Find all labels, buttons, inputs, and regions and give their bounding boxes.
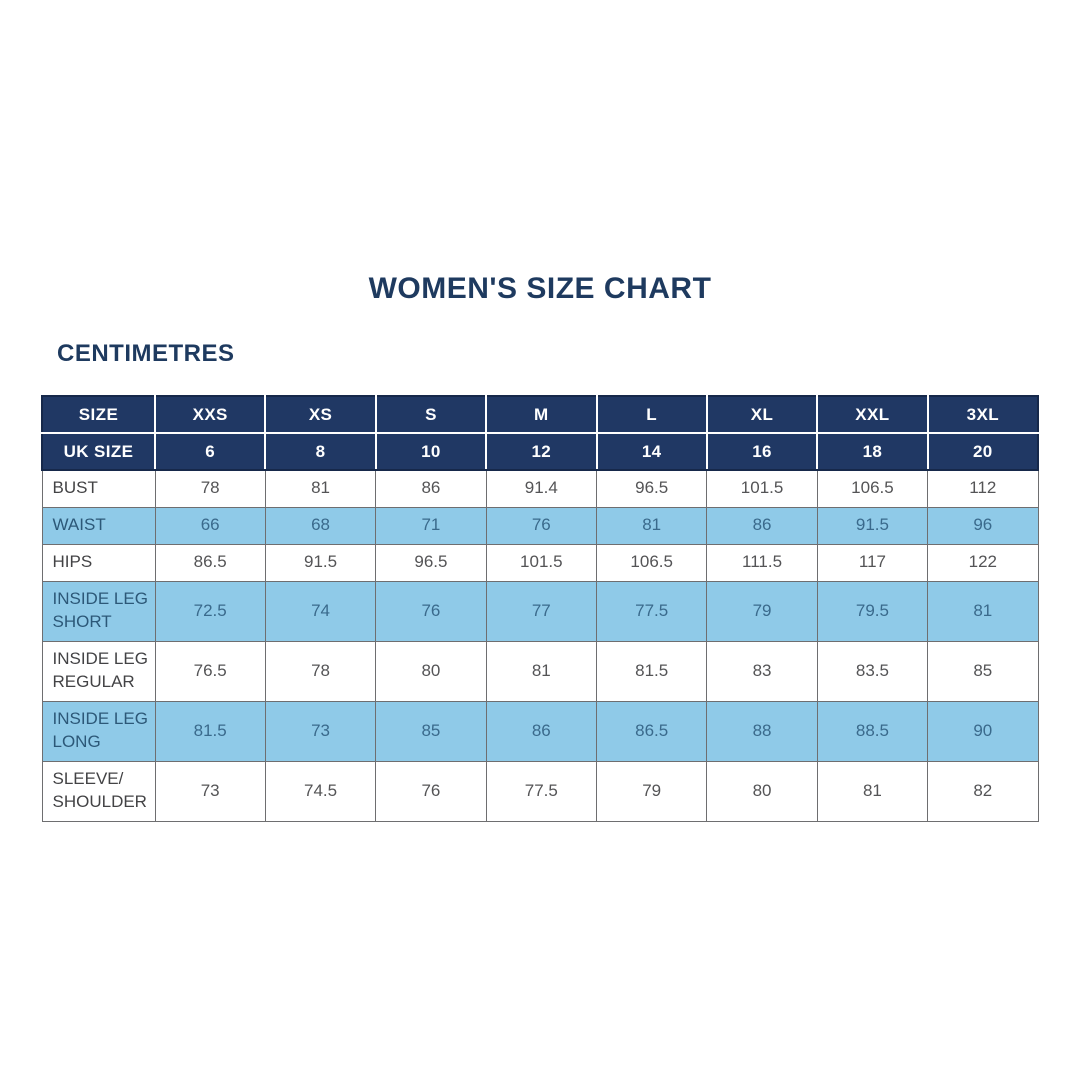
table-cell: 101.5	[485, 543, 598, 582]
table-cell: 86	[485, 700, 598, 762]
table-row-hips: HIPS 86.5 91.5 96.5 101.5 106.5 111.5 11…	[41, 543, 1039, 582]
table-cell: 111.5	[706, 543, 818, 582]
size-header-row: SIZE XXS XS S M L XL XXL 3XL	[41, 395, 1040, 434]
table-cell: 81	[816, 760, 929, 822]
uk-size-col-header: 8	[264, 432, 377, 471]
size-col-header: XXL	[816, 395, 929, 434]
table-cell: 91.5	[264, 543, 377, 582]
size-col-header: XL	[705, 395, 819, 434]
table-cell: 73	[264, 700, 377, 762]
table-cell: 83	[706, 640, 818, 702]
table-cell: 91.4	[485, 469, 598, 508]
size-table: SIZE XXS XS S M L XL XXL 3XL UK SIZE 6 8…	[41, 395, 1040, 822]
table-cell: 81.5	[154, 700, 266, 762]
table-cell: 77.5	[595, 580, 708, 642]
table-cell: 80	[375, 640, 487, 702]
table-cell: 80	[706, 760, 818, 822]
size-col-header: XS	[264, 395, 377, 434]
table-cell: 81	[595, 506, 708, 545]
table-cell: 81	[927, 580, 1039, 642]
table-cell: 86	[706, 506, 818, 545]
row-label: INSIDE LEG REGULAR	[41, 640, 156, 702]
table-cell: 86	[375, 469, 487, 508]
size-col-header: S	[374, 395, 488, 434]
uk-size-col-header: 10	[374, 432, 488, 471]
row-label: INSIDE LEG LONG	[41, 700, 156, 762]
table-cell: 96	[927, 506, 1039, 545]
uk-size-header-row: UK SIZE 6 8 10 12 14 16 18 20	[41, 432, 1040, 471]
row-label: WAIST	[41, 506, 156, 545]
unit-label: CENTIMETRES	[57, 340, 235, 367]
table-cell: 71	[375, 506, 487, 545]
table-row-inside-leg-long: INSIDE LEG LONG 81.5 73 85 86 86.5 88 88…	[41, 700, 1039, 762]
table-cell: 73	[154, 760, 266, 822]
table-cell: 112	[927, 469, 1039, 508]
table-cell: 91.5	[816, 506, 929, 545]
table-row-inside-leg-short: INSIDE LEG SHORT 72.5 74 76 77 77.5 79 7…	[41, 580, 1039, 642]
table-cell: 76.5	[154, 640, 266, 702]
table-row-sleeve-shoulder: SLEEVE/ SHOULDER 73 74.5 76 77.5 79 80 8…	[41, 760, 1039, 822]
table-row-waist: WAIST 66 68 71 76 81 86 91.5 96	[41, 506, 1039, 545]
table-cell: 117	[816, 543, 929, 582]
table-cell: 88.5	[816, 700, 929, 762]
uk-size-col-header: 16	[705, 432, 819, 471]
table-cell: 96.5	[375, 543, 487, 582]
row-label: INSIDE LEG SHORT	[41, 580, 156, 642]
table-cell: 81	[485, 640, 598, 702]
table-cell: 72.5	[154, 580, 266, 642]
page-title: WOMEN'S SIZE CHART	[368, 272, 712, 305]
table-cell: 82	[927, 760, 1039, 822]
table-row-bust: BUST 78 81 86 91.4 96.5 101.5 106.5 112	[41, 469, 1039, 508]
size-chart-page: WOMEN'S SIZE CHART CENTIMETRES SIZE XXS …	[0, 272, 1080, 822]
size-col-header: L	[595, 395, 708, 434]
row-label: SLEEVE/ SHOULDER	[41, 760, 156, 822]
table-cell: 85	[375, 700, 487, 762]
table-cell: 74.5	[264, 760, 377, 822]
row-label: HIPS	[41, 543, 156, 582]
table-cell: 79.5	[816, 580, 929, 642]
size-col-header: XXS	[153, 395, 267, 434]
table-cell: 78	[154, 469, 266, 508]
table-cell: 79	[595, 760, 708, 822]
table-cell: 81	[264, 469, 377, 508]
uk-size-col-header: 20	[926, 432, 1040, 471]
uk-size-col-header: 12	[485, 432, 598, 471]
table-cell: 122	[927, 543, 1039, 582]
table-cell: 83.5	[816, 640, 929, 702]
row-label: BUST	[41, 469, 156, 508]
size-col-header: M	[485, 395, 598, 434]
table-cell: 77.5	[485, 760, 598, 822]
table-cell: 106.5	[816, 469, 929, 508]
table-cell: 76	[485, 506, 598, 545]
table-cell: 90	[927, 700, 1039, 762]
table-cell: 106.5	[595, 543, 708, 582]
uk-size-col-header: 6	[153, 432, 267, 471]
table-cell: 79	[706, 580, 818, 642]
table-cell: 88	[706, 700, 818, 762]
table-cell: 86.5	[154, 543, 266, 582]
table-cell: 68	[264, 506, 377, 545]
table-cell: 81.5	[595, 640, 708, 702]
size-header-label: SIZE	[41, 395, 156, 434]
table-cell: 76	[375, 580, 487, 642]
table-cell: 101.5	[706, 469, 818, 508]
table-cell: 76	[375, 760, 487, 822]
uk-size-col-header: 14	[595, 432, 708, 471]
table-cell: 78	[264, 640, 377, 702]
uk-size-col-header: 18	[816, 432, 929, 471]
size-col-header: 3XL	[926, 395, 1040, 434]
uk-size-header-label: UK SIZE	[41, 432, 156, 471]
table-row-inside-leg-regular: INSIDE LEG REGULAR 76.5 78 80 81 81.5 83…	[41, 640, 1039, 702]
table-cell: 85	[927, 640, 1039, 702]
table-cell: 77	[485, 580, 598, 642]
table-cell: 96.5	[595, 469, 708, 508]
table-cell: 66	[154, 506, 266, 545]
table-cell: 74	[264, 580, 377, 642]
table-cell: 86.5	[595, 700, 708, 762]
